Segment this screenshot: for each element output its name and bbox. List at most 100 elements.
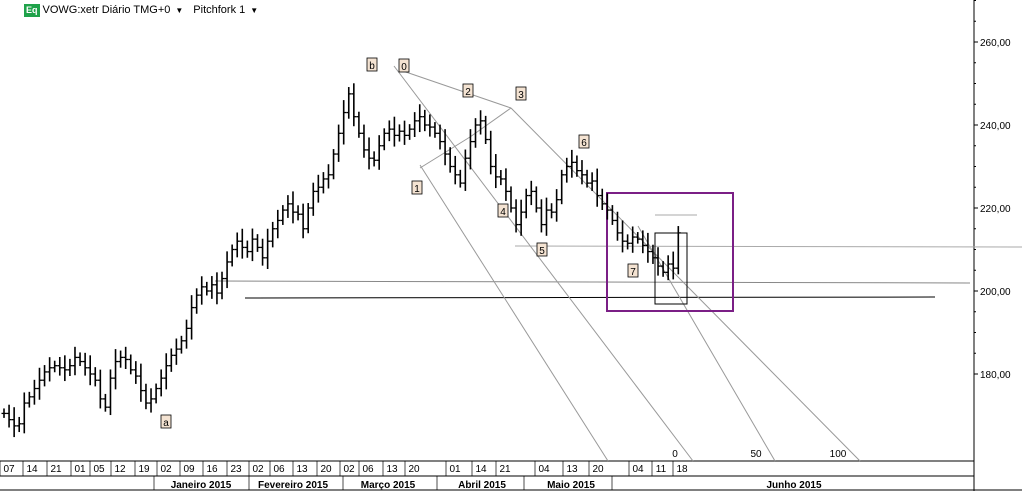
- ohlc-bar: [77, 352, 83, 367]
- pitchfork-line: [510, 107, 861, 462]
- ohlc-bar: [97, 369, 103, 409]
- equity-badge[interactable]: Eq: [24, 3, 40, 17]
- ohlc-bar: [554, 189, 560, 222]
- ohlc-bar: [285, 195, 291, 218]
- ohlc-bar: [665, 255, 671, 281]
- ohlc-bar: [473, 118, 479, 148]
- ohlc-bar: [16, 416, 22, 433]
- ohlc-bar: [113, 349, 119, 390]
- symbol-label[interactable]: VOWG:xetr Diário TMG+0: [42, 4, 171, 16]
- pitchfork-line: [469, 107, 512, 138]
- ohlc-bar: [173, 338, 179, 365]
- ohlc-bar: [214, 272, 220, 305]
- chart-header: Eq VOWG:xetr Diário TMG+0 ▼ Pitchfork 1 …: [24, 2, 268, 18]
- wave-label-box: [366, 57, 378, 72]
- ohlc-bar: [675, 226, 681, 275]
- day-label: 02: [343, 464, 355, 475]
- ohlc-bar: [579, 160, 585, 185]
- day-label: 16: [206, 464, 218, 475]
- ohlc-bar: [11, 407, 17, 438]
- ohlc-bar: [381, 128, 387, 151]
- pitchfork-line: [399, 69, 512, 109]
- ohlc-bar: [42, 365, 48, 387]
- ohlc-bar: [407, 124, 413, 140]
- ohlc-bar: [123, 346, 129, 369]
- day-label: 02: [160, 464, 172, 475]
- ohlc-bar: [569, 149, 575, 178]
- ohlc-bar: [462, 149, 468, 191]
- ohlc-bar: [239, 228, 245, 259]
- wave-label-box: [515, 86, 527, 101]
- ohlc-bar: [655, 247, 661, 276]
- ohlc-bar: [290, 191, 296, 224]
- purple-target-box: [606, 192, 734, 312]
- ohlc-bar: [199, 276, 205, 305]
- ohlc-bar: [67, 358, 73, 377]
- ohlc-bar: [133, 361, 139, 384]
- support-line-lower: [244, 296, 936, 299]
- ohlc-bar: [107, 369, 113, 416]
- ohlc-bar: [1, 408, 7, 418]
- wave-label: a: [163, 418, 169, 429]
- day-label: 18: [676, 464, 688, 475]
- ohlc-bar: [21, 392, 27, 434]
- pitchfork-line: [393, 65, 694, 462]
- ohlc-bar: [599, 188, 605, 211]
- inner-target-box: [654, 232, 688, 305]
- ohlc-bar: [670, 251, 676, 280]
- ohlc-bar: [356, 111, 362, 138]
- ohlc-bar: [163, 353, 169, 390]
- symbol-dropdown-icon[interactable]: ▼: [175, 5, 184, 15]
- ohlc-bar: [153, 383, 159, 404]
- ohlc-bar: [118, 350, 124, 368]
- ohlc-bar: [26, 391, 32, 408]
- ohlc-bar: [224, 251, 230, 289]
- study-label[interactable]: Pitchfork 1: [193, 4, 246, 16]
- ohlc-bar: [488, 130, 494, 175]
- ohlc-bar: [604, 193, 610, 220]
- wave-label-box: [411, 180, 423, 195]
- ohlc-bar: [36, 367, 42, 400]
- ohlc-bar: [143, 383, 149, 410]
- wave-label: 7: [630, 267, 636, 278]
- ohlc-bar: [138, 363, 144, 402]
- pitchfork-scale-label: 100: [830, 449, 847, 460]
- pitchfork-line: [419, 164, 609, 462]
- day-label: 04: [632, 464, 644, 475]
- day-label: 06: [362, 464, 374, 475]
- ohlc-bar: [538, 199, 544, 233]
- ohlc-bar: [184, 319, 190, 349]
- wave-label-box: [627, 263, 639, 278]
- ohlc-bar: [265, 228, 271, 270]
- resistance-line: [514, 245, 1022, 248]
- day-label: 12: [114, 464, 126, 475]
- ohlc-bar: [614, 211, 620, 241]
- day-label: 13: [386, 464, 398, 475]
- day-label: 20: [592, 464, 604, 475]
- ohlc-bar: [533, 186, 539, 213]
- ohlc-bar: [87, 355, 93, 386]
- ohlc-series: [1, 83, 681, 438]
- pitchfork-scale-label: 0: [672, 449, 678, 460]
- month-label: Maio 2015: [547, 480, 595, 491]
- ohlc-bar: [305, 203, 311, 234]
- ohlc-bar: [229, 244, 235, 267]
- ohlc-bar: [178, 335, 184, 354]
- ohlc-bar: [315, 174, 321, 203]
- ohlc-bar: [478, 110, 484, 135]
- wave-label: 2: [465, 87, 471, 98]
- study-dropdown-icon[interactable]: ▼: [250, 5, 259, 15]
- ohlc-bar: [102, 393, 108, 412]
- ohlc-bar: [513, 199, 519, 233]
- ohlc-bar: [427, 114, 433, 137]
- ohlc-bar: [336, 124, 342, 162]
- ohlc-bar: [47, 357, 53, 382]
- ohlc-bar: [493, 154, 499, 189]
- support-line-upper: [214, 280, 971, 284]
- wave-label-box: [160, 414, 172, 429]
- day-label: 23: [230, 464, 242, 475]
- day-label: 14: [26, 464, 38, 475]
- ohlc-bar: [503, 168, 509, 201]
- day-label: 20: [408, 464, 420, 475]
